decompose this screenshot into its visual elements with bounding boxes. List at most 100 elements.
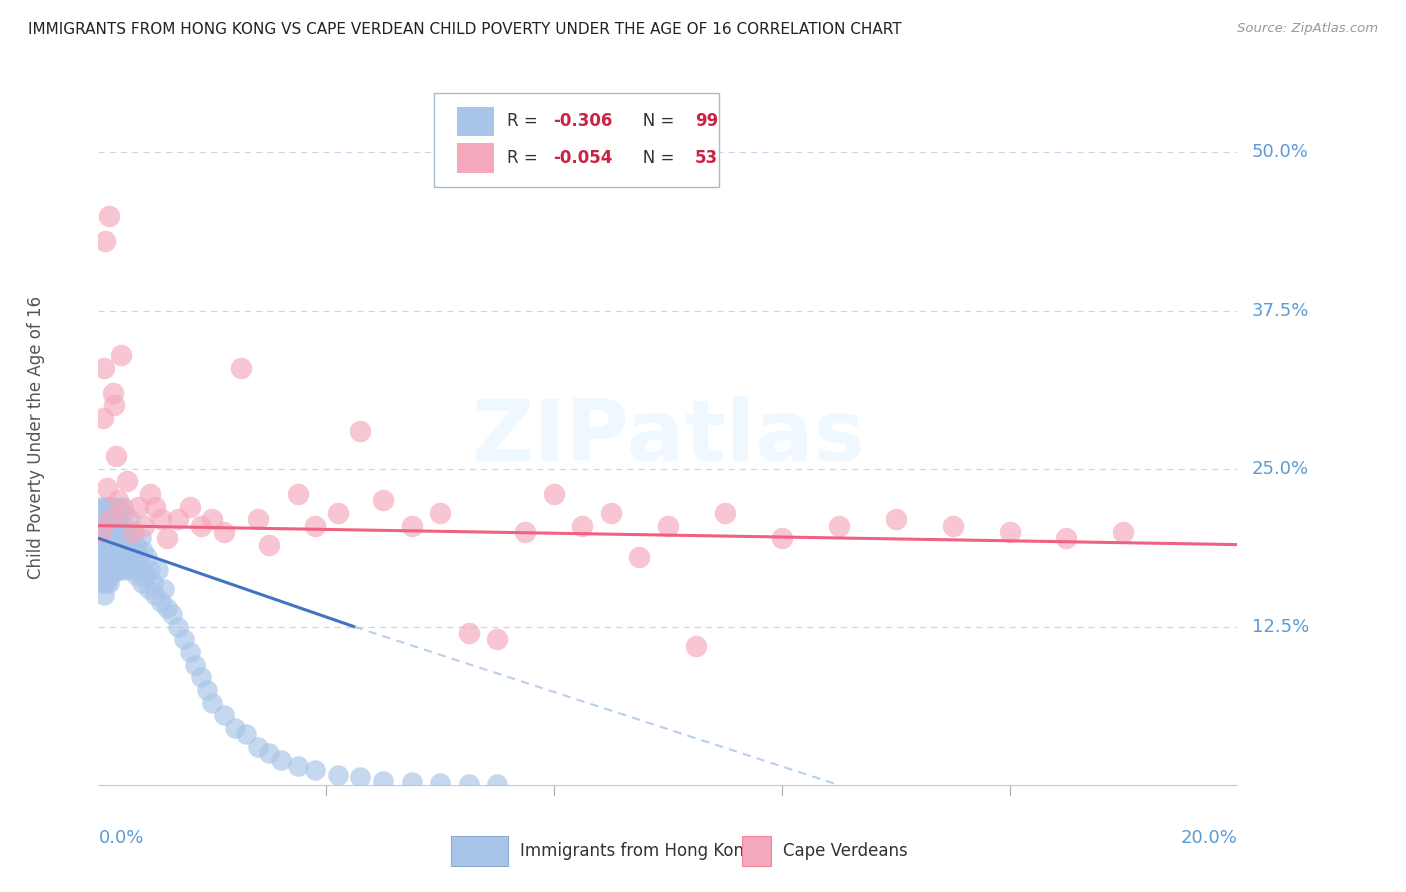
Point xyxy=(150,512,173,526)
Point xyxy=(105,524,128,539)
Point xyxy=(457,626,479,640)
Point xyxy=(884,512,907,526)
Point xyxy=(100,500,122,514)
Point xyxy=(122,544,145,558)
Point xyxy=(107,493,129,508)
Point xyxy=(515,524,537,539)
Point xyxy=(96,563,118,577)
Point xyxy=(94,512,117,526)
Point xyxy=(105,563,128,577)
Text: 99: 99 xyxy=(695,112,718,130)
Point xyxy=(685,639,707,653)
Point xyxy=(1112,524,1135,539)
Text: 0.0%: 0.0% xyxy=(98,830,143,847)
Text: Immigrants from Hong Kong: Immigrants from Hong Kong xyxy=(520,842,754,860)
Point xyxy=(167,512,190,526)
Point xyxy=(96,500,118,514)
Point xyxy=(212,708,235,723)
Point xyxy=(141,575,163,590)
Point xyxy=(195,683,218,698)
Point xyxy=(114,531,136,545)
Point xyxy=(401,518,423,533)
Point xyxy=(153,582,176,596)
Point xyxy=(108,512,131,526)
Text: -0.054: -0.054 xyxy=(553,149,612,167)
Point xyxy=(94,575,117,590)
Point xyxy=(96,550,118,565)
Point xyxy=(326,506,349,520)
Point xyxy=(942,518,965,533)
FancyBboxPatch shape xyxy=(457,107,494,136)
Point xyxy=(457,777,479,791)
Point xyxy=(246,512,269,526)
Point xyxy=(110,348,132,362)
Point xyxy=(93,557,115,571)
Point xyxy=(828,518,851,533)
Point xyxy=(104,449,127,463)
Point xyxy=(108,550,131,565)
Point xyxy=(118,538,141,552)
Point xyxy=(259,538,281,552)
Point xyxy=(1056,531,1078,545)
Point xyxy=(100,569,122,583)
Point xyxy=(105,544,128,558)
Point xyxy=(94,234,117,248)
Point xyxy=(101,550,124,565)
Point xyxy=(111,524,134,539)
Point xyxy=(114,550,136,565)
Point xyxy=(212,524,235,539)
Point xyxy=(117,563,139,577)
Point xyxy=(657,518,679,533)
Point xyxy=(97,209,120,223)
Text: N =: N = xyxy=(627,112,679,130)
Point xyxy=(162,607,184,622)
Point xyxy=(131,575,153,590)
Point xyxy=(349,770,371,784)
Point xyxy=(129,531,152,545)
Point xyxy=(96,481,118,495)
Point xyxy=(91,411,114,425)
Text: ZIPatlas: ZIPatlas xyxy=(471,395,865,479)
Point xyxy=(91,512,114,526)
Point xyxy=(104,563,127,577)
Point xyxy=(224,721,246,735)
Point xyxy=(132,544,155,558)
Point xyxy=(124,563,146,577)
Point xyxy=(98,512,121,526)
Point xyxy=(326,768,349,782)
Point xyxy=(90,524,112,539)
Point xyxy=(103,500,125,514)
Point xyxy=(429,506,451,520)
Point xyxy=(179,500,201,514)
Point xyxy=(121,524,143,539)
Point xyxy=(714,506,737,520)
Point xyxy=(97,575,120,590)
Point xyxy=(107,500,129,514)
Point xyxy=(150,594,173,608)
Point xyxy=(571,518,593,533)
Point xyxy=(770,531,793,545)
Point xyxy=(125,538,148,552)
Point xyxy=(543,487,565,501)
Point xyxy=(486,632,509,647)
Point xyxy=(96,524,118,539)
Point xyxy=(103,399,125,413)
Point xyxy=(128,563,150,577)
Point xyxy=(121,524,143,539)
Point xyxy=(145,500,167,514)
Point xyxy=(304,518,326,533)
Text: 20.0%: 20.0% xyxy=(1181,830,1237,847)
Point xyxy=(287,759,309,773)
Point xyxy=(429,776,451,790)
Point xyxy=(97,538,120,552)
Text: 25.0%: 25.0% xyxy=(1251,459,1309,478)
Point xyxy=(138,582,160,596)
Point xyxy=(104,512,127,526)
Point xyxy=(600,506,623,520)
Point xyxy=(138,563,160,577)
Point xyxy=(98,550,121,565)
Point xyxy=(156,531,179,545)
Point xyxy=(112,500,135,514)
Point xyxy=(90,550,112,565)
Point xyxy=(145,588,167,602)
